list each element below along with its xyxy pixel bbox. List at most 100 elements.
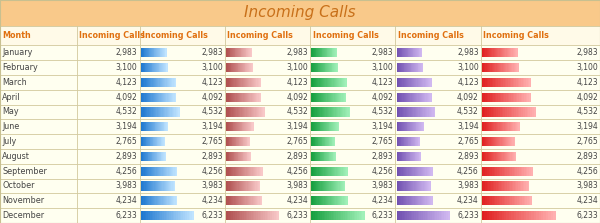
- Text: 2,893: 2,893: [457, 152, 479, 161]
- Bar: [315, 196, 316, 205]
- Bar: [425, 167, 427, 176]
- Bar: [425, 93, 427, 102]
- Bar: [161, 107, 163, 116]
- Bar: [507, 137, 508, 146]
- Bar: [419, 137, 421, 146]
- Bar: [490, 181, 491, 191]
- Bar: [423, 122, 424, 131]
- Text: 2,765: 2,765: [372, 137, 394, 146]
- Bar: [238, 63, 239, 72]
- Bar: [327, 181, 329, 191]
- Bar: [524, 78, 526, 87]
- Bar: [487, 93, 488, 102]
- Bar: [163, 137, 164, 146]
- Bar: [151, 181, 152, 191]
- Bar: [482, 122, 484, 131]
- Bar: [336, 48, 337, 57]
- Bar: [161, 63, 163, 72]
- Bar: [507, 181, 509, 191]
- Bar: [400, 63, 401, 72]
- Bar: [158, 48, 159, 57]
- Bar: [496, 93, 498, 102]
- Bar: [483, 152, 484, 161]
- Bar: [239, 137, 241, 146]
- Bar: [161, 48, 163, 57]
- Bar: [232, 181, 233, 191]
- Bar: [334, 107, 336, 116]
- Bar: [161, 196, 163, 205]
- Bar: [485, 78, 487, 87]
- Bar: [338, 93, 340, 102]
- Bar: [487, 196, 489, 205]
- Bar: [520, 181, 521, 191]
- Bar: [329, 48, 330, 57]
- Bar: [314, 122, 316, 131]
- Text: 3,194: 3,194: [577, 122, 598, 131]
- Bar: [498, 122, 500, 131]
- Bar: [238, 107, 239, 116]
- Bar: [239, 48, 241, 57]
- Bar: [548, 211, 551, 220]
- Bar: [331, 107, 332, 116]
- Bar: [332, 137, 333, 146]
- Bar: [227, 181, 229, 191]
- Bar: [242, 196, 243, 205]
- Text: February: February: [2, 63, 38, 72]
- Bar: [488, 122, 490, 131]
- Bar: [313, 137, 314, 146]
- Bar: [488, 196, 490, 205]
- Bar: [251, 167, 253, 176]
- Bar: [326, 78, 328, 87]
- Bar: [485, 167, 487, 176]
- Bar: [248, 196, 249, 205]
- Bar: [448, 211, 450, 220]
- Bar: [493, 107, 494, 116]
- Bar: [529, 167, 531, 176]
- Bar: [310, 75, 395, 90]
- Bar: [254, 211, 256, 220]
- Bar: [154, 211, 155, 220]
- Bar: [250, 122, 251, 131]
- Bar: [343, 211, 345, 220]
- Bar: [310, 60, 395, 75]
- Bar: [229, 78, 230, 87]
- Bar: [515, 63, 517, 72]
- Text: 6,233: 6,233: [372, 211, 394, 220]
- Bar: [176, 107, 177, 116]
- Bar: [526, 211, 529, 220]
- Bar: [406, 93, 407, 102]
- Bar: [421, 78, 422, 87]
- Bar: [422, 167, 424, 176]
- Bar: [500, 122, 501, 131]
- Bar: [156, 137, 157, 146]
- Bar: [331, 93, 332, 102]
- Bar: [331, 211, 333, 220]
- Bar: [411, 48, 412, 57]
- Bar: [245, 63, 246, 72]
- Bar: [233, 196, 235, 205]
- Bar: [346, 107, 347, 116]
- Bar: [429, 196, 430, 205]
- Bar: [251, 122, 252, 131]
- Bar: [421, 196, 422, 205]
- Bar: [419, 122, 421, 131]
- Bar: [155, 211, 157, 220]
- Bar: [225, 75, 310, 90]
- Bar: [332, 122, 334, 131]
- Bar: [166, 211, 168, 220]
- Text: 2,983: 2,983: [116, 48, 137, 57]
- Bar: [407, 93, 409, 102]
- Bar: [491, 181, 493, 191]
- Bar: [231, 167, 233, 176]
- Bar: [242, 167, 244, 176]
- Bar: [155, 122, 156, 131]
- Bar: [509, 122, 511, 131]
- Bar: [233, 167, 235, 176]
- Bar: [419, 152, 421, 161]
- Bar: [236, 152, 237, 161]
- Bar: [410, 211, 413, 220]
- Bar: [160, 63, 161, 72]
- Bar: [397, 167, 398, 176]
- Bar: [149, 63, 150, 72]
- Bar: [228, 122, 229, 131]
